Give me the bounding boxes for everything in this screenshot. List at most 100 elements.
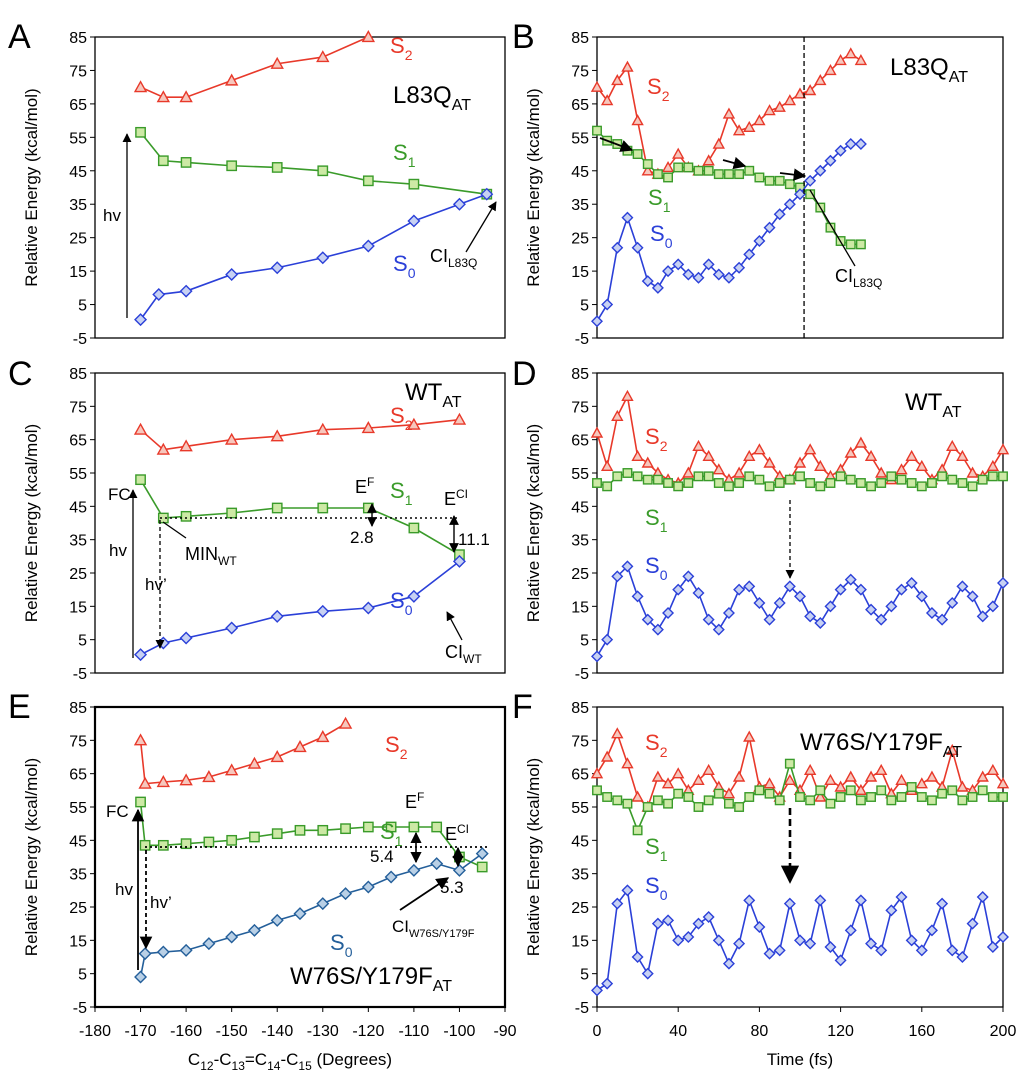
system-label: L83QAT bbox=[393, 82, 471, 114]
label-s1: S1 bbox=[393, 140, 416, 170]
data-point bbox=[722, 787, 736, 799]
y-tick-label: 15 bbox=[69, 264, 87, 281]
data-point bbox=[804, 174, 817, 187]
data-point bbox=[621, 389, 634, 402]
data-point bbox=[673, 162, 684, 173]
label-s0-text: S bbox=[645, 553, 660, 578]
data-point bbox=[225, 267, 239, 281]
trajectory-arrow bbox=[599, 137, 634, 152]
data-point bbox=[825, 478, 836, 488]
data-point bbox=[590, 80, 604, 92]
data-point bbox=[977, 785, 988, 796]
x-axis-label-part: -C bbox=[214, 1050, 232, 1069]
data-point bbox=[824, 154, 837, 167]
data-point bbox=[179, 284, 193, 298]
data-point bbox=[226, 507, 238, 519]
data-point bbox=[946, 439, 959, 452]
data-point bbox=[915, 777, 928, 789]
y-tick-label: 5 bbox=[580, 298, 589, 315]
y-tick-label: 85 bbox=[69, 30, 87, 47]
data-point bbox=[925, 607, 938, 619]
data-point bbox=[339, 887, 353, 901]
data-point bbox=[875, 613, 888, 626]
data-point bbox=[815, 785, 826, 796]
data-point bbox=[631, 790, 644, 802]
data-point bbox=[834, 144, 847, 157]
data-point bbox=[452, 554, 466, 568]
data-point bbox=[764, 481, 775, 492]
data-point bbox=[156, 945, 170, 959]
data-point bbox=[702, 154, 715, 166]
data-point bbox=[773, 100, 786, 112]
data-point bbox=[385, 821, 397, 833]
data-point bbox=[794, 188, 806, 201]
hv-label: hv bbox=[115, 880, 133, 899]
system-label: L83QAT bbox=[890, 54, 968, 86]
y-tick-label: 85 bbox=[69, 366, 87, 383]
data-point bbox=[915, 459, 928, 472]
label-s0-text: S bbox=[393, 251, 408, 276]
data-point bbox=[621, 60, 634, 72]
data-point bbox=[824, 64, 837, 76]
data-point bbox=[651, 770, 665, 782]
data-point bbox=[803, 763, 817, 776]
data-point bbox=[362, 175, 374, 187]
data-point bbox=[270, 429, 284, 442]
data-point bbox=[270, 609, 284, 623]
data-point bbox=[835, 792, 846, 802]
data-point bbox=[641, 275, 654, 288]
data-point bbox=[631, 241, 644, 254]
data-point bbox=[744, 792, 755, 802]
data-point bbox=[986, 459, 1000, 472]
data-point bbox=[641, 164, 654, 176]
data-point bbox=[407, 417, 421, 430]
label-s2: S2 bbox=[647, 74, 670, 104]
data-point bbox=[743, 449, 756, 462]
data-point bbox=[316, 604, 330, 618]
data-point bbox=[642, 474, 653, 485]
data-point bbox=[906, 478, 917, 488]
ef-value: 2.8 bbox=[350, 528, 374, 547]
data-point bbox=[834, 954, 847, 967]
label-s1-sub: 1 bbox=[408, 154, 416, 170]
data-point bbox=[338, 716, 353, 729]
eci-label-text: E bbox=[445, 824, 457, 844]
data-point bbox=[905, 577, 918, 589]
plot-frame bbox=[94, 372, 506, 674]
data-point bbox=[317, 165, 329, 177]
y-tick-label: 35 bbox=[571, 533, 589, 550]
data-point bbox=[814, 459, 827, 472]
data-point bbox=[693, 471, 704, 482]
data-point bbox=[875, 763, 888, 776]
data-point bbox=[179, 773, 193, 786]
data-point bbox=[157, 155, 169, 167]
x-tick-label: -160 bbox=[170, 1023, 202, 1040]
data-point bbox=[864, 449, 878, 462]
data-point bbox=[733, 583, 746, 596]
y-tick-label: 25 bbox=[571, 566, 589, 583]
data-point bbox=[916, 481, 927, 492]
data-point bbox=[672, 934, 685, 947]
system-label-sub: AT bbox=[942, 404, 961, 421]
data-point bbox=[937, 788, 948, 799]
data-point bbox=[179, 90, 193, 103]
x-tick-label: 80 bbox=[751, 1023, 769, 1040]
data-point bbox=[845, 239, 856, 250]
label-s0: S0 bbox=[650, 221, 673, 251]
label-s0-text: S bbox=[645, 873, 660, 898]
data-point bbox=[180, 157, 192, 168]
system-label-sub: AT bbox=[949, 69, 968, 86]
data-point bbox=[611, 897, 624, 910]
data-point bbox=[632, 825, 643, 836]
ef-label-sup: F bbox=[367, 475, 374, 489]
data-point bbox=[651, 281, 664, 294]
data-point bbox=[865, 603, 878, 616]
data-point bbox=[682, 570, 695, 583]
data-point bbox=[966, 917, 979, 930]
data-point bbox=[722, 107, 736, 119]
data-point bbox=[712, 623, 725, 636]
data-point bbox=[834, 780, 847, 792]
data-point bbox=[663, 172, 673, 183]
y-tick-label: 45 bbox=[571, 833, 589, 850]
label-s1: S1 bbox=[390, 478, 413, 508]
